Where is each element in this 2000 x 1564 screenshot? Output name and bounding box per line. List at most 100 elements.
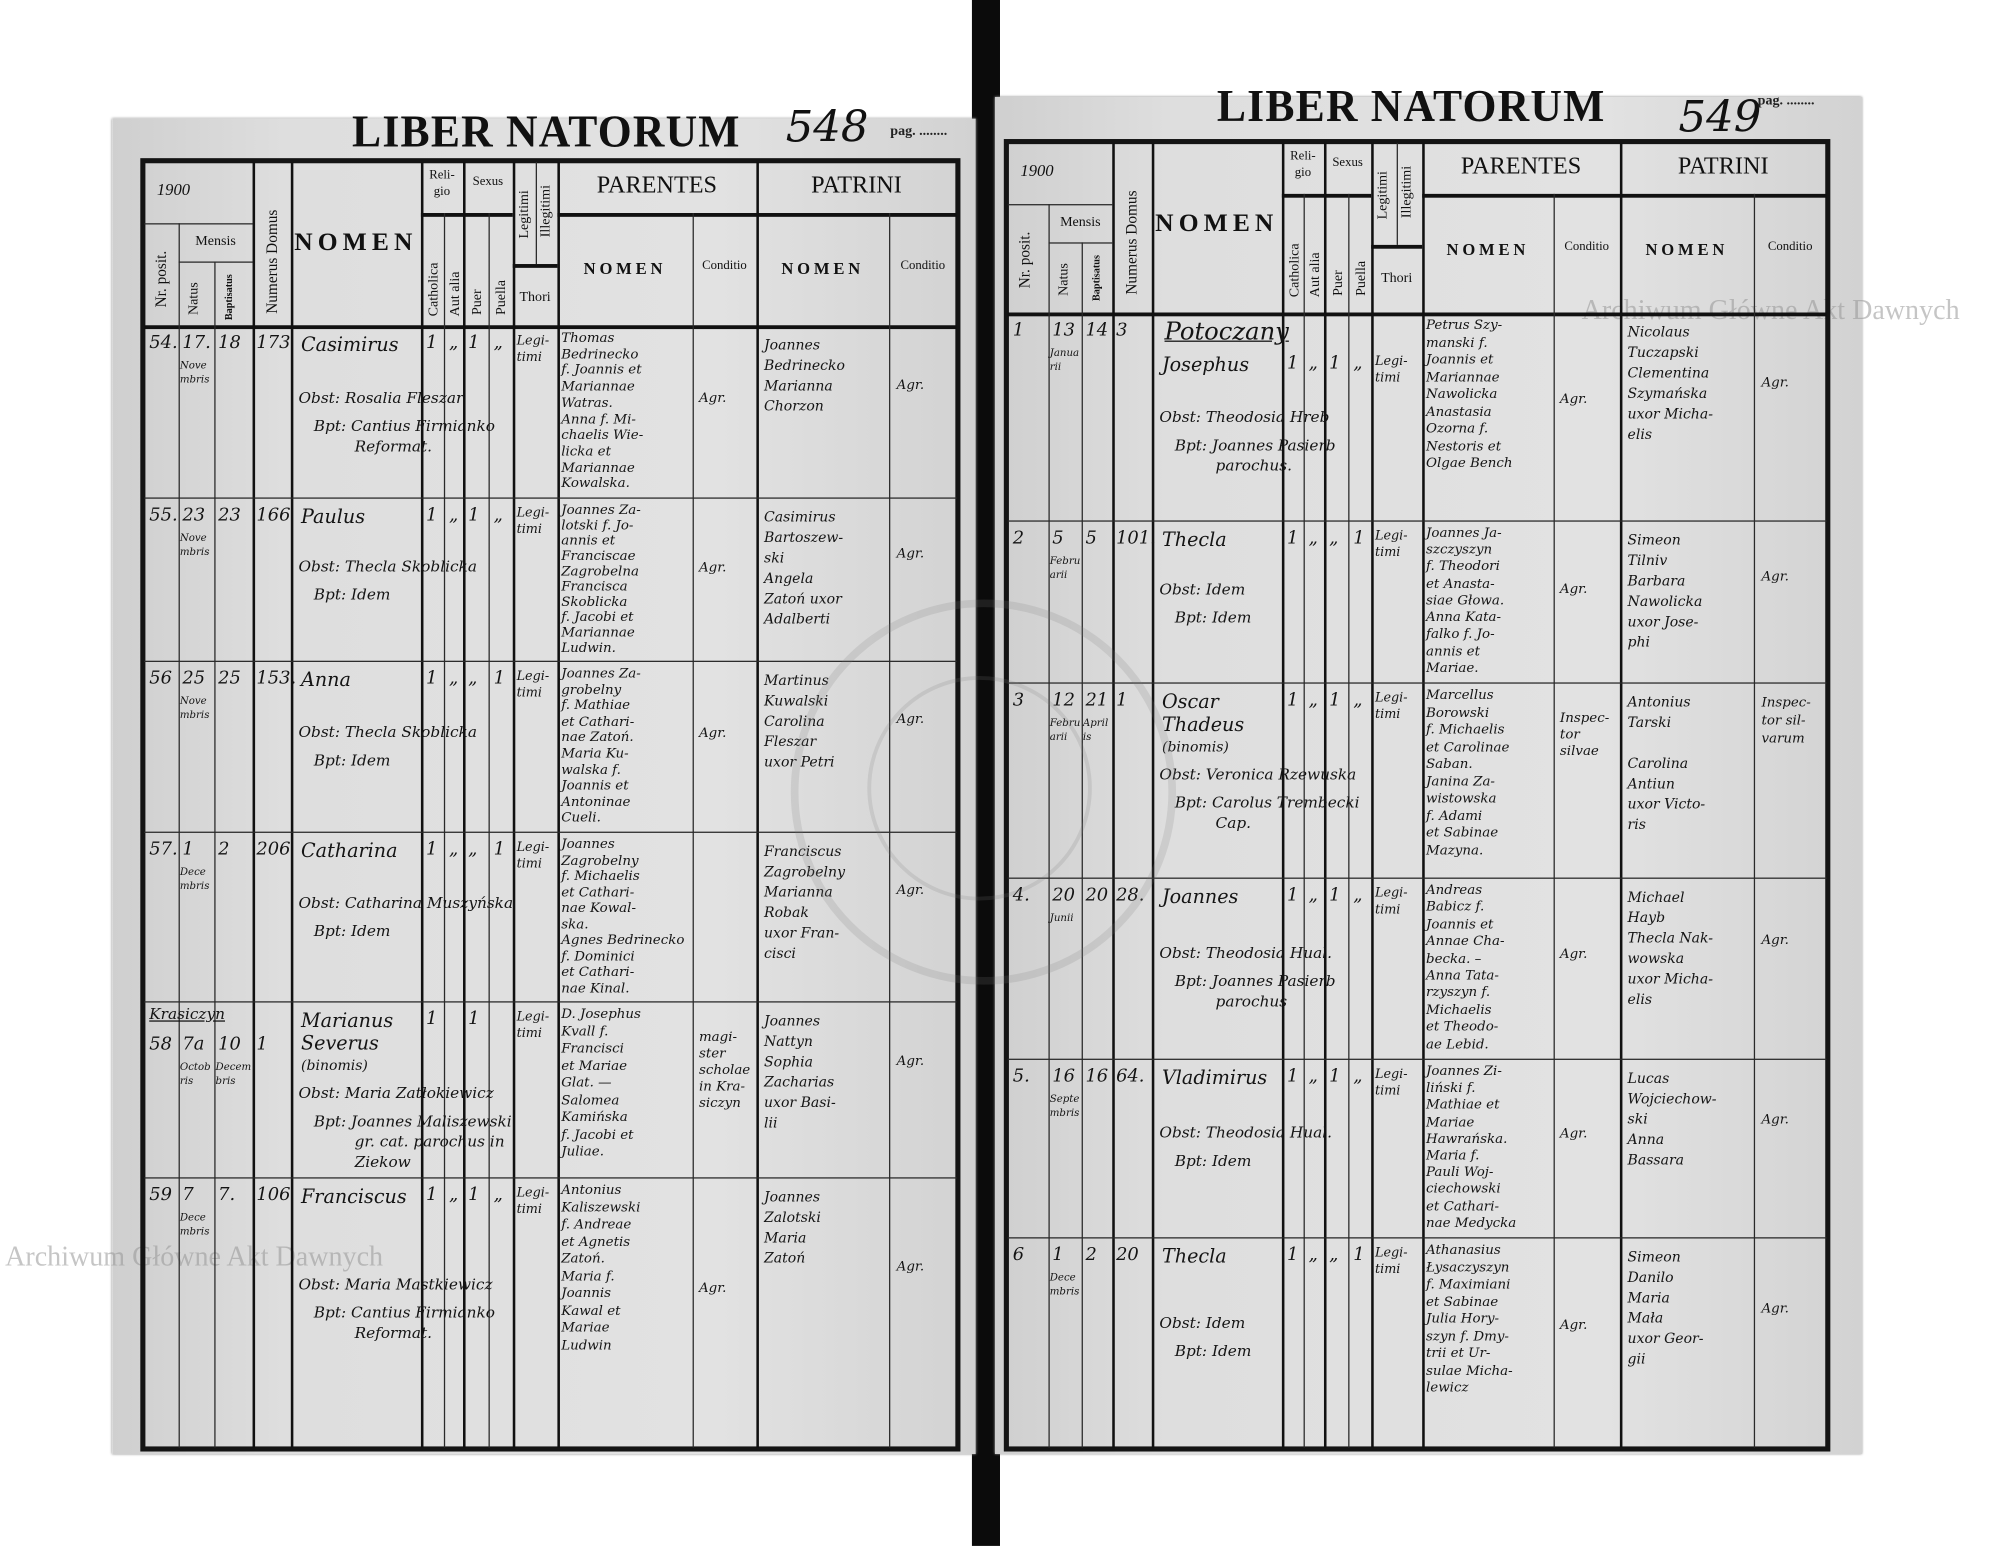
sex-boy-mark: „ (1329, 528, 1339, 549)
birth-month: Februarii (1049, 554, 1081, 581)
column-rule (1281, 142, 1285, 1448)
birth-day: 7a (182, 1034, 205, 1055)
child-name: Marianus (301, 1008, 394, 1032)
godparents-line: Tarski (1627, 714, 1672, 731)
child-name: Vladimirus (1161, 1066, 1268, 1090)
baptizer-note: parochus (1215, 992, 1288, 1011)
parents-line: et Theodo- (1426, 1019, 1499, 1035)
godparents-line: Antiun (1627, 775, 1675, 793)
column-rule (1303, 193, 1305, 1448)
baptism-day: 23 (218, 505, 241, 526)
baptizer-note: Bpt: Idem (1174, 1342, 1252, 1361)
entry-number: 1 (1012, 320, 1025, 341)
baptism-day: 7. (218, 1184, 236, 1206)
column-rule (512, 161, 516, 1448)
entry-number: 56 (149, 668, 172, 689)
godparents-line: Martinus (764, 672, 829, 689)
godparents-line: Robak (764, 904, 809, 921)
parents-line: Ludwin. (561, 640, 616, 656)
parents-line: Joannis et (561, 778, 629, 794)
child-name: Anna (301, 668, 351, 692)
parents-condition: tor (1559, 727, 1580, 743)
godparents-line: Joannes (764, 1012, 821, 1030)
baptizer-note: gr. cat. parochus in (354, 1132, 505, 1151)
godparents-line: uxor Jose- (1627, 613, 1699, 631)
midwife-note: Obst: Thecla Skoblicka (298, 723, 477, 742)
parents-line: sulae Micha- (1426, 1362, 1513, 1379)
birth-month: Novembris (179, 359, 210, 386)
parents-line: et Carolinae (1426, 739, 1510, 755)
birth-month: Septembris (1049, 1093, 1080, 1119)
sex-boy-mark: 1 (1329, 690, 1341, 711)
nomen-header: NOMEN (294, 228, 418, 257)
column-rule (1323, 142, 1327, 1448)
year-label: 1900 (1020, 160, 1054, 180)
parents-line: et Agnetis (561, 1234, 631, 1250)
sexus-header: Sexus (472, 174, 504, 189)
mensis-header: Mensis (1060, 214, 1101, 230)
child-name: Oscar (1161, 690, 1219, 714)
parents-line: ciechowski (1426, 1181, 1501, 1197)
child-name: Thecla (1161, 528, 1227, 552)
baptizer-note: Ziekow (354, 1153, 411, 1171)
legitimacy-note: timi (1374, 1262, 1401, 1277)
parents-line: Joannes Za- (561, 502, 641, 518)
baptism-day: 18 (218, 332, 241, 354)
puella-header: Puella (1353, 260, 1369, 296)
parents-line: Anna Tata- (1426, 968, 1499, 984)
sex-boy-mark: 1 (468, 1008, 480, 1030)
entry-number: 6 (1012, 1244, 1025, 1266)
parents-line: Mariae. (1426, 660, 1479, 676)
godparents-line: ski (764, 549, 785, 567)
parents-line: siae Głowa. (1426, 592, 1505, 609)
godparents-line: Nawolicka (1627, 593, 1703, 610)
birth-day: 7 (182, 1184, 194, 1206)
row-rule (144, 660, 957, 662)
baptizer-note: Bpt: Carolus Trembecki (1174, 793, 1360, 812)
parents-line: Thomas (561, 330, 615, 346)
godparents-line: Barbara (1627, 572, 1686, 590)
house-number: 206 (256, 839, 291, 860)
legitimacy-note: Legi- (1374, 529, 1408, 544)
parents-line: szczyszyn (1426, 542, 1493, 558)
page-number: 548 (785, 102, 869, 154)
baptizer-note: Reformat. (354, 436, 433, 455)
row-rule (1007, 877, 1827, 879)
parents-line: f. Mathiae (561, 697, 631, 714)
religio-header: Reli-gio (1290, 149, 1316, 180)
parents-line: Zagrobelny (561, 852, 639, 868)
parents-line: ae Lebid. (1426, 1036, 1489, 1052)
natus-header: Natus (1056, 262, 1072, 296)
godparents-line: Thecla Nak- (1627, 929, 1714, 947)
religio-catholica-mark: 1 (1286, 885, 1299, 906)
parents-line: Michaelis (1426, 1002, 1492, 1018)
godparents-line: lii (764, 1114, 778, 1132)
godparents-line: Antonius (1627, 693, 1691, 711)
parents-condition: scholae (698, 1062, 751, 1078)
godparents-line: Danilo (1627, 1269, 1674, 1286)
religio-other-mark: „ (448, 839, 459, 860)
parents-condition: Agr. (1559, 1317, 1588, 1333)
godparents-line: Simeon (1627, 1248, 1681, 1266)
entry-number: 54. (149, 332, 178, 354)
godparents-condition: Agr. (1761, 568, 1789, 585)
legitimacy-note: timi (1374, 707, 1401, 722)
parents-condition: Agr. (698, 559, 727, 575)
religio-other-mark: „ (448, 332, 459, 354)
religio-catholica-mark: 1 (1286, 1066, 1299, 1087)
sexus-header: Sexus (1332, 155, 1363, 170)
midwife-note: Obst: Veronica Rzewuska (1159, 765, 1357, 784)
godparents-line: Zalotski (764, 1209, 821, 1226)
sex-girl-mark: „ (1353, 353, 1363, 374)
baptisatus-header: Baptisatus (1090, 255, 1103, 302)
birth-day: 13 (1052, 320, 1076, 341)
godparents-line: Bedrinecko (764, 357, 845, 374)
parents-line: Kamińska (561, 1109, 628, 1125)
baptizer-note: Reformat. (354, 1324, 433, 1343)
numerus-domus-header: Numerus Domus (262, 209, 281, 314)
parents-line: Bedrinecko (561, 346, 639, 362)
birth-day: 25 (182, 668, 206, 689)
child-name: Paulus (301, 505, 366, 529)
parents-line: Joannis (561, 1285, 612, 1302)
godparents-line: Simeon (1627, 531, 1681, 549)
